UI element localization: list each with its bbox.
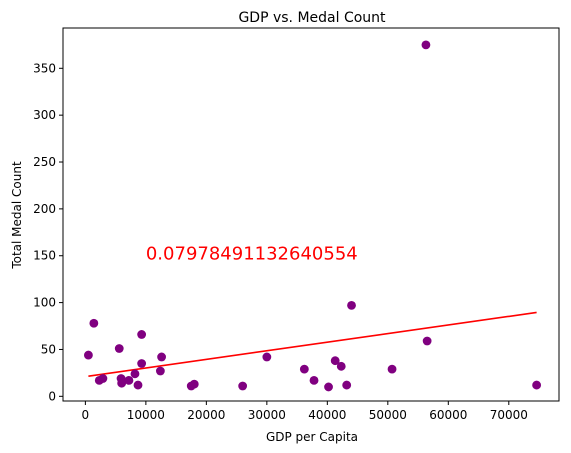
data-point xyxy=(130,369,140,379)
data-point xyxy=(347,301,356,310)
data-point xyxy=(155,366,165,376)
data-point xyxy=(137,330,147,339)
x-axis-label: GDP per Capita xyxy=(266,430,358,444)
x-axis: 0 10000 20000 30000 40000 50000 60000 70000 xyxy=(82,401,528,422)
y-tick-label: 50 xyxy=(41,342,56,356)
plot-area xyxy=(62,27,560,402)
data-point xyxy=(336,361,346,371)
data-point xyxy=(137,359,147,368)
data-point xyxy=(189,379,199,389)
data-point xyxy=(133,380,143,390)
data-point xyxy=(330,356,340,366)
x-tick-label: 40000 xyxy=(308,408,346,422)
y-tick-label: 100 xyxy=(33,296,56,310)
data-point xyxy=(532,380,542,390)
x-tick-label: 60000 xyxy=(429,408,467,422)
data-point xyxy=(422,336,432,346)
x-tick-label: 10000 xyxy=(127,408,165,422)
y-tick-label: 350 xyxy=(33,61,56,75)
data-point xyxy=(421,40,431,50)
data-point xyxy=(262,352,272,362)
data-point xyxy=(309,375,319,385)
data-point xyxy=(387,364,397,374)
x-tick-label: 20000 xyxy=(187,408,225,422)
data-point xyxy=(98,374,108,383)
y-tick-label: 200 xyxy=(33,202,56,216)
data-point xyxy=(157,352,166,362)
data-point xyxy=(89,318,99,328)
data-point xyxy=(324,382,333,392)
data-point xyxy=(342,380,352,390)
chart-title: GDP vs. Medal Count xyxy=(238,10,386,26)
x-tick-label: 70000 xyxy=(490,408,528,422)
y-axis: 0 50 100 150 200 250 300 350 xyxy=(33,61,63,403)
data-point xyxy=(117,378,127,388)
y-tick-label: 0 xyxy=(48,389,56,403)
regression-line xyxy=(88,311,537,377)
y-tick-label: 300 xyxy=(33,108,56,122)
plot-frame xyxy=(62,27,560,402)
data-point xyxy=(299,364,309,374)
data-point xyxy=(114,344,124,353)
data-point xyxy=(124,375,134,385)
x-tick-label: 30000 xyxy=(248,408,286,422)
data-point xyxy=(84,350,93,360)
data-point xyxy=(238,381,248,391)
correlation-annotation: 0.07978491132640554 xyxy=(146,244,358,265)
y-tick-label: 150 xyxy=(33,249,56,263)
x-tick-label: 50000 xyxy=(369,408,407,422)
y-axis-label: Total Medal Count xyxy=(10,161,24,270)
x-tick-label: 0 xyxy=(82,408,90,422)
y-tick-label: 250 xyxy=(33,155,56,169)
